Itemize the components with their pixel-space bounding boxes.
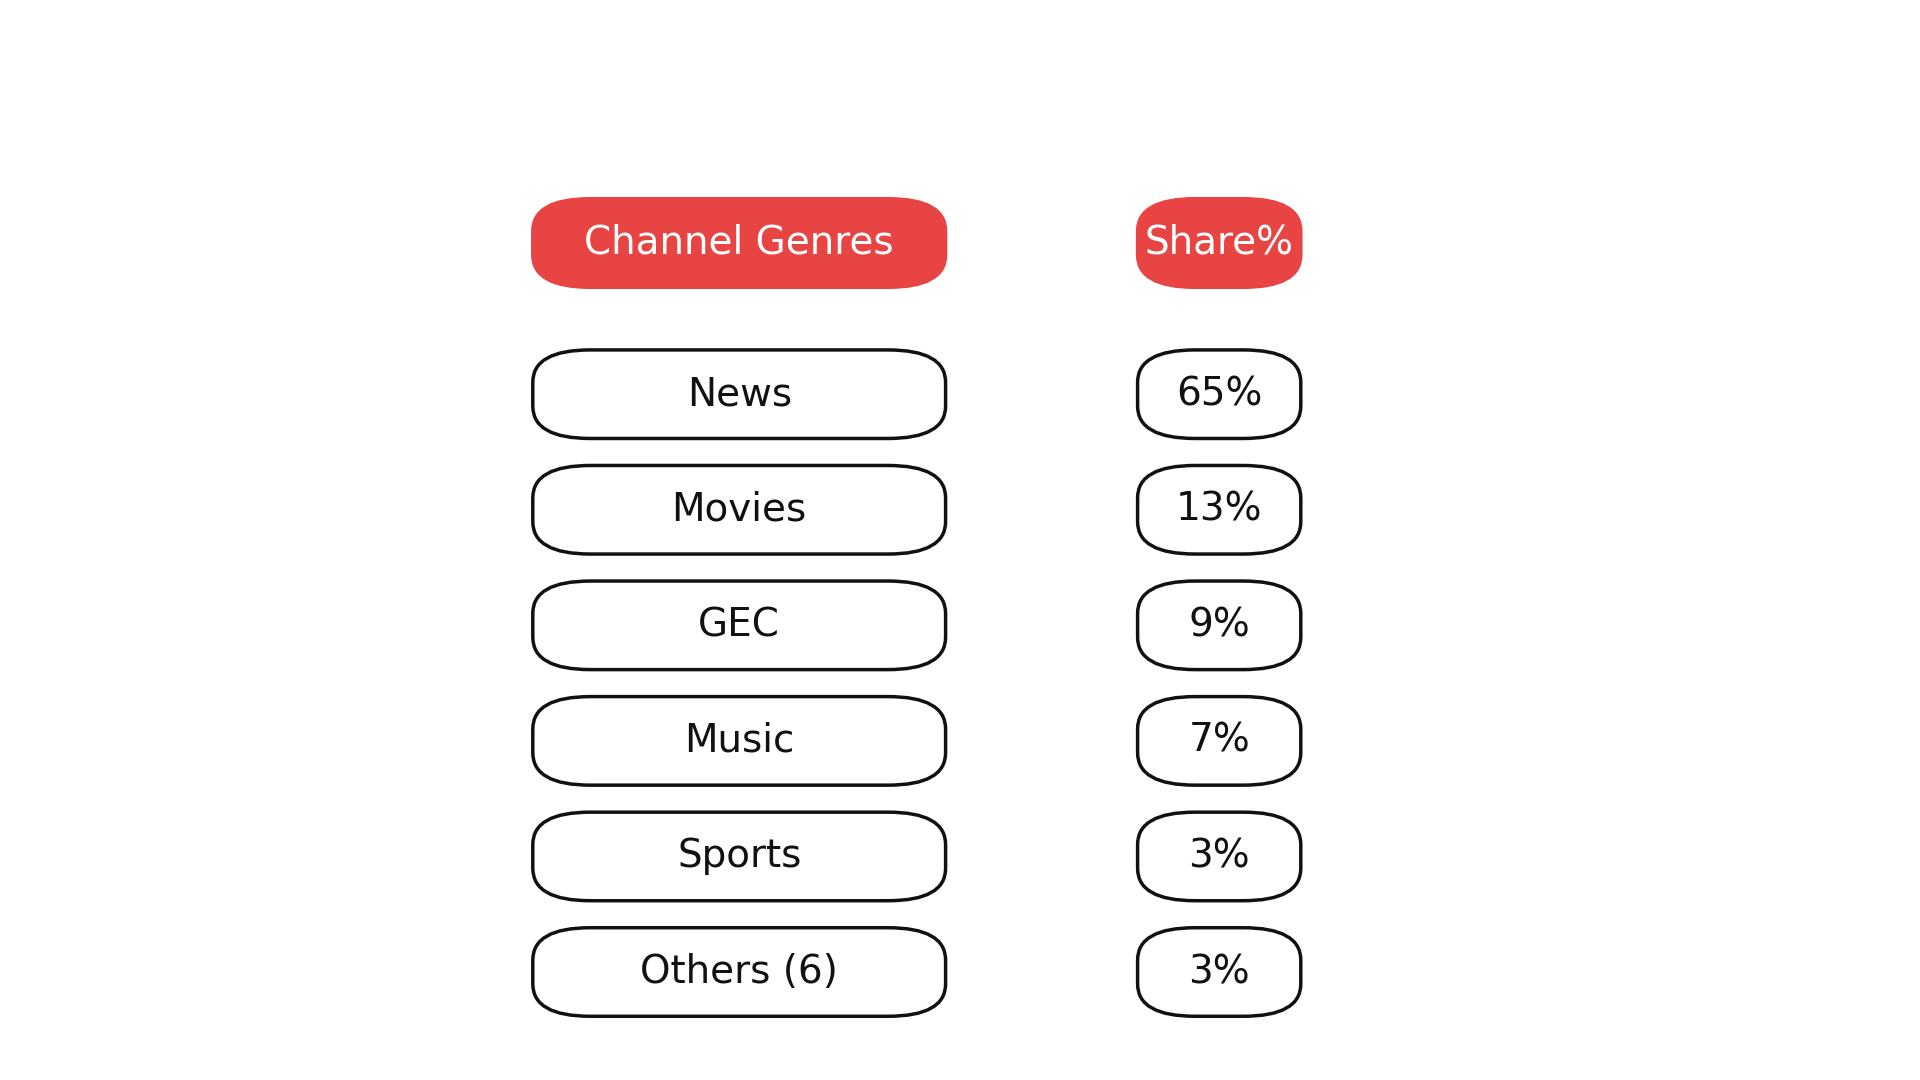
Text: 65%: 65% <box>1177 375 1261 414</box>
Text: Music: Music <box>684 721 795 760</box>
Text: 3%: 3% <box>1188 837 1250 876</box>
Text: GEC: GEC <box>699 606 780 645</box>
Text: Sports: Sports <box>678 837 801 876</box>
FancyBboxPatch shape <box>534 812 947 901</box>
FancyBboxPatch shape <box>1137 350 1302 438</box>
Text: Channel Genres: Channel Genres <box>584 224 895 262</box>
FancyBboxPatch shape <box>534 199 947 287</box>
FancyBboxPatch shape <box>1137 581 1302 670</box>
Text: 13%: 13% <box>1175 490 1263 529</box>
Text: News: News <box>687 375 791 414</box>
FancyBboxPatch shape <box>1137 928 1302 1016</box>
FancyBboxPatch shape <box>1137 697 1302 785</box>
Text: Movies: Movies <box>672 490 806 529</box>
Text: 9%: 9% <box>1188 606 1250 645</box>
FancyBboxPatch shape <box>534 928 947 1016</box>
FancyBboxPatch shape <box>1137 812 1302 901</box>
FancyBboxPatch shape <box>534 350 947 438</box>
FancyBboxPatch shape <box>1137 199 1302 287</box>
FancyBboxPatch shape <box>534 465 947 554</box>
FancyBboxPatch shape <box>1137 465 1302 554</box>
Text: 7%: 7% <box>1188 721 1250 760</box>
Text: 3%: 3% <box>1188 953 1250 991</box>
FancyBboxPatch shape <box>534 581 947 670</box>
Text: Share%: Share% <box>1144 224 1294 262</box>
Text: Others (6): Others (6) <box>639 953 839 991</box>
FancyBboxPatch shape <box>534 697 947 785</box>
